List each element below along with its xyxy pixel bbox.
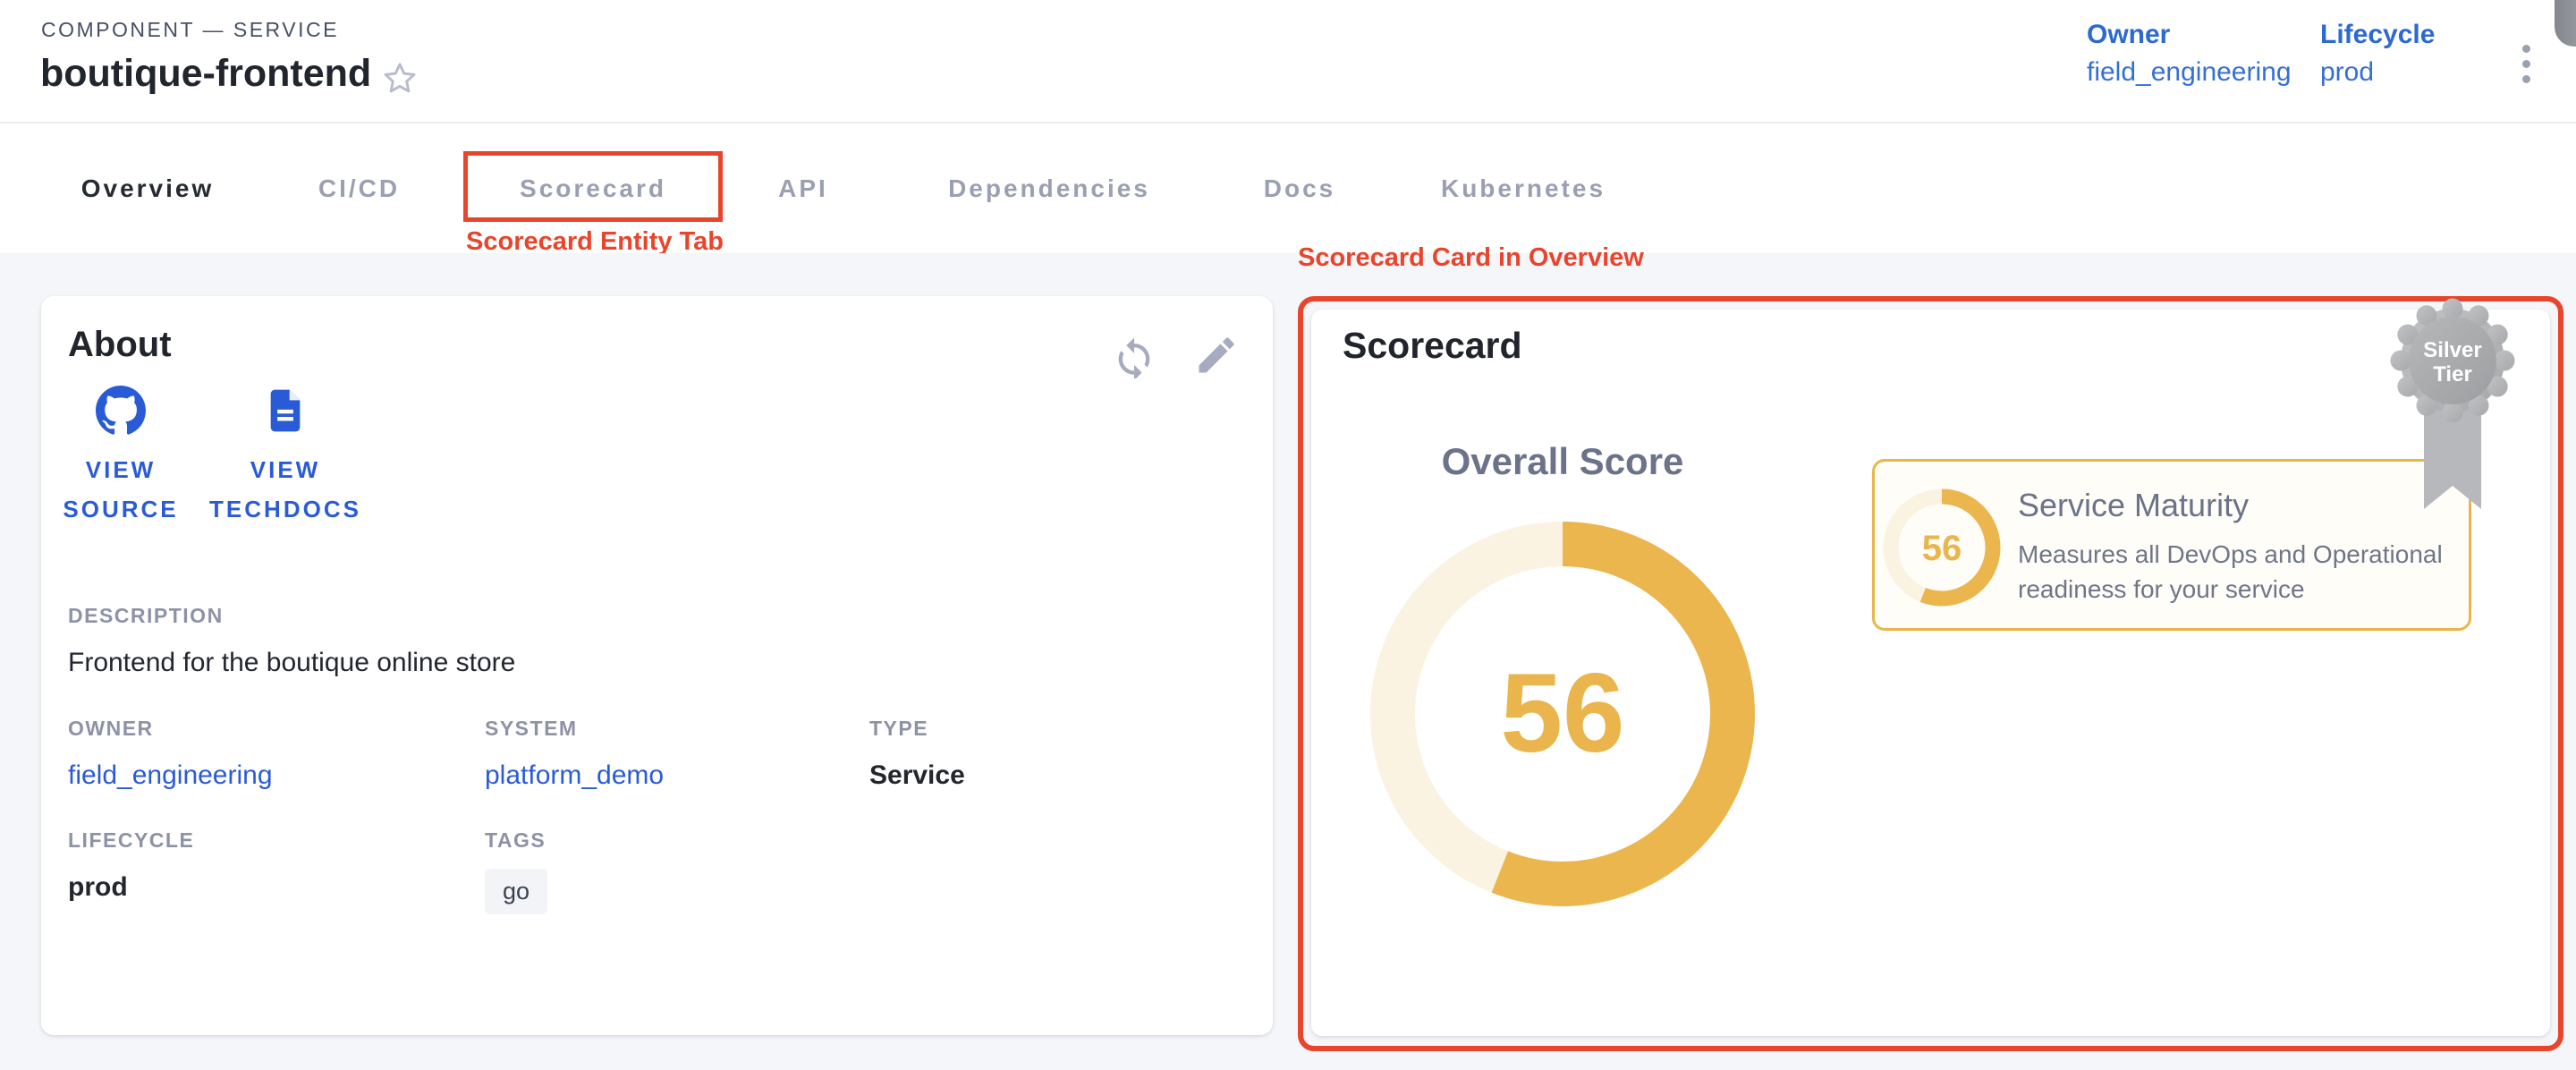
tab-overview[interactable]: Overview bbox=[80, 174, 215, 202]
header-divider bbox=[0, 122, 2576, 123]
maturity-description: Measures all DevOps and Operational read… bbox=[2018, 540, 2443, 603]
type-value: Service bbox=[869, 760, 965, 790]
overall-score-value: 56 bbox=[1500, 651, 1624, 776]
tab-kubernetes[interactable]: Kubernetes bbox=[1440, 174, 1606, 202]
owner-label: Owner bbox=[2087, 20, 2171, 49]
about-title: About bbox=[68, 325, 172, 364]
lifecycle-value-about: prod bbox=[68, 872, 128, 902]
view-source-label: VIEW SOURCE bbox=[63, 456, 179, 522]
edit-pencil-icon[interactable] bbox=[1193, 332, 1240, 378]
service-maturity-card[interactable]: 56 Service Maturity Measures all DevOps … bbox=[1872, 459, 2471, 631]
badge-line2: Tier bbox=[2433, 362, 2472, 386]
overall-score-label: Overall Score bbox=[1441, 440, 1684, 482]
tab-docs[interactable]: Docs bbox=[1263, 174, 1336, 202]
silver-tier-badge: Silver Tier bbox=[2377, 296, 2529, 533]
field-tags: TAGS go bbox=[485, 828, 548, 914]
annotation-box-scorecard-tab bbox=[463, 151, 723, 222]
system-link[interactable]: platform_demo bbox=[485, 760, 665, 790]
kebab-menu-icon[interactable] bbox=[2517, 39, 2536, 89]
field-lifecycle: LIFECYCLE prod bbox=[68, 828, 195, 902]
overlay-corner bbox=[2555, 0, 2576, 47]
header-owner: Owner field_engineering bbox=[2087, 20, 2292, 88]
breadcrumb: COMPONENT — SERVICE bbox=[41, 18, 339, 41]
header-lifecycle: Lifecycle prod bbox=[2320, 20, 2435, 88]
field-type: TYPE Service bbox=[869, 717, 965, 790]
favorite-star-icon[interactable] bbox=[380, 59, 419, 98]
field-owner: OWNER field_engineering bbox=[68, 717, 273, 790]
tab-cicd[interactable]: CI/CD bbox=[318, 174, 401, 202]
view-techdocs-link[interactable]: VIEW TECHDOCS bbox=[200, 386, 370, 529]
refresh-icon[interactable] bbox=[1111, 332, 1157, 381]
annotation-scorecard-card: Scorecard Card in Overview bbox=[1298, 243, 1644, 272]
field-system: SYSTEM platform_demo bbox=[485, 717, 665, 790]
scorecard-title: Scorecard bbox=[1343, 325, 1522, 366]
maturity-title: Service Maturity bbox=[2018, 487, 2250, 523]
page-header: COMPONENT — SERVICE boutique-frontend Ow… bbox=[0, 0, 2576, 123]
description-value: Frontend for the boutique online store bbox=[68, 648, 516, 677]
tab-api[interactable]: API bbox=[778, 174, 828, 202]
github-icon bbox=[96, 386, 146, 435]
owner-value[interactable]: field_engineering bbox=[2087, 57, 2292, 87]
view-techdocs-label: VIEW TECHDOCS bbox=[209, 456, 361, 522]
lifecycle-value: prod bbox=[2320, 57, 2375, 87]
view-source-link[interactable]: VIEW SOURCE bbox=[54, 386, 188, 529]
lifecycle-label: Lifecycle bbox=[2320, 20, 2436, 49]
tab-dependencies[interactable]: Dependencies bbox=[948, 174, 1150, 202]
badge-line1: Silver bbox=[2423, 338, 2481, 362]
maturity-score-value: 56 bbox=[1922, 529, 1962, 568]
tag-chip-go[interactable]: go bbox=[485, 869, 548, 914]
document-icon bbox=[270, 389, 301, 432]
annotation-scorecard-tab: Scorecard Entity Tab bbox=[466, 227, 724, 256]
scorecard-card bbox=[1311, 310, 2550, 1036]
about-card: About VIEW SOURCE VIEW bbox=[41, 296, 1273, 1035]
entity-tabs-bar: Overview CI/CD Scorecard API Dependencie… bbox=[0, 123, 2576, 377]
page-title: boutique-frontend bbox=[40, 52, 372, 95]
description-label: DESCRIPTION bbox=[68, 604, 224, 627]
field-description: DESCRIPTION Frontend for the boutique on… bbox=[68, 604, 515, 678]
tab-scorecard[interactable]: Scorecard bbox=[520, 174, 666, 202]
annotation-box-scorecard-card bbox=[1298, 296, 2563, 1051]
owner-link[interactable]: field_engineering bbox=[68, 760, 273, 790]
overall-score-donut: 56 bbox=[1366, 517, 1759, 915]
maturity-score-donut: 56 bbox=[1879, 485, 2004, 615]
